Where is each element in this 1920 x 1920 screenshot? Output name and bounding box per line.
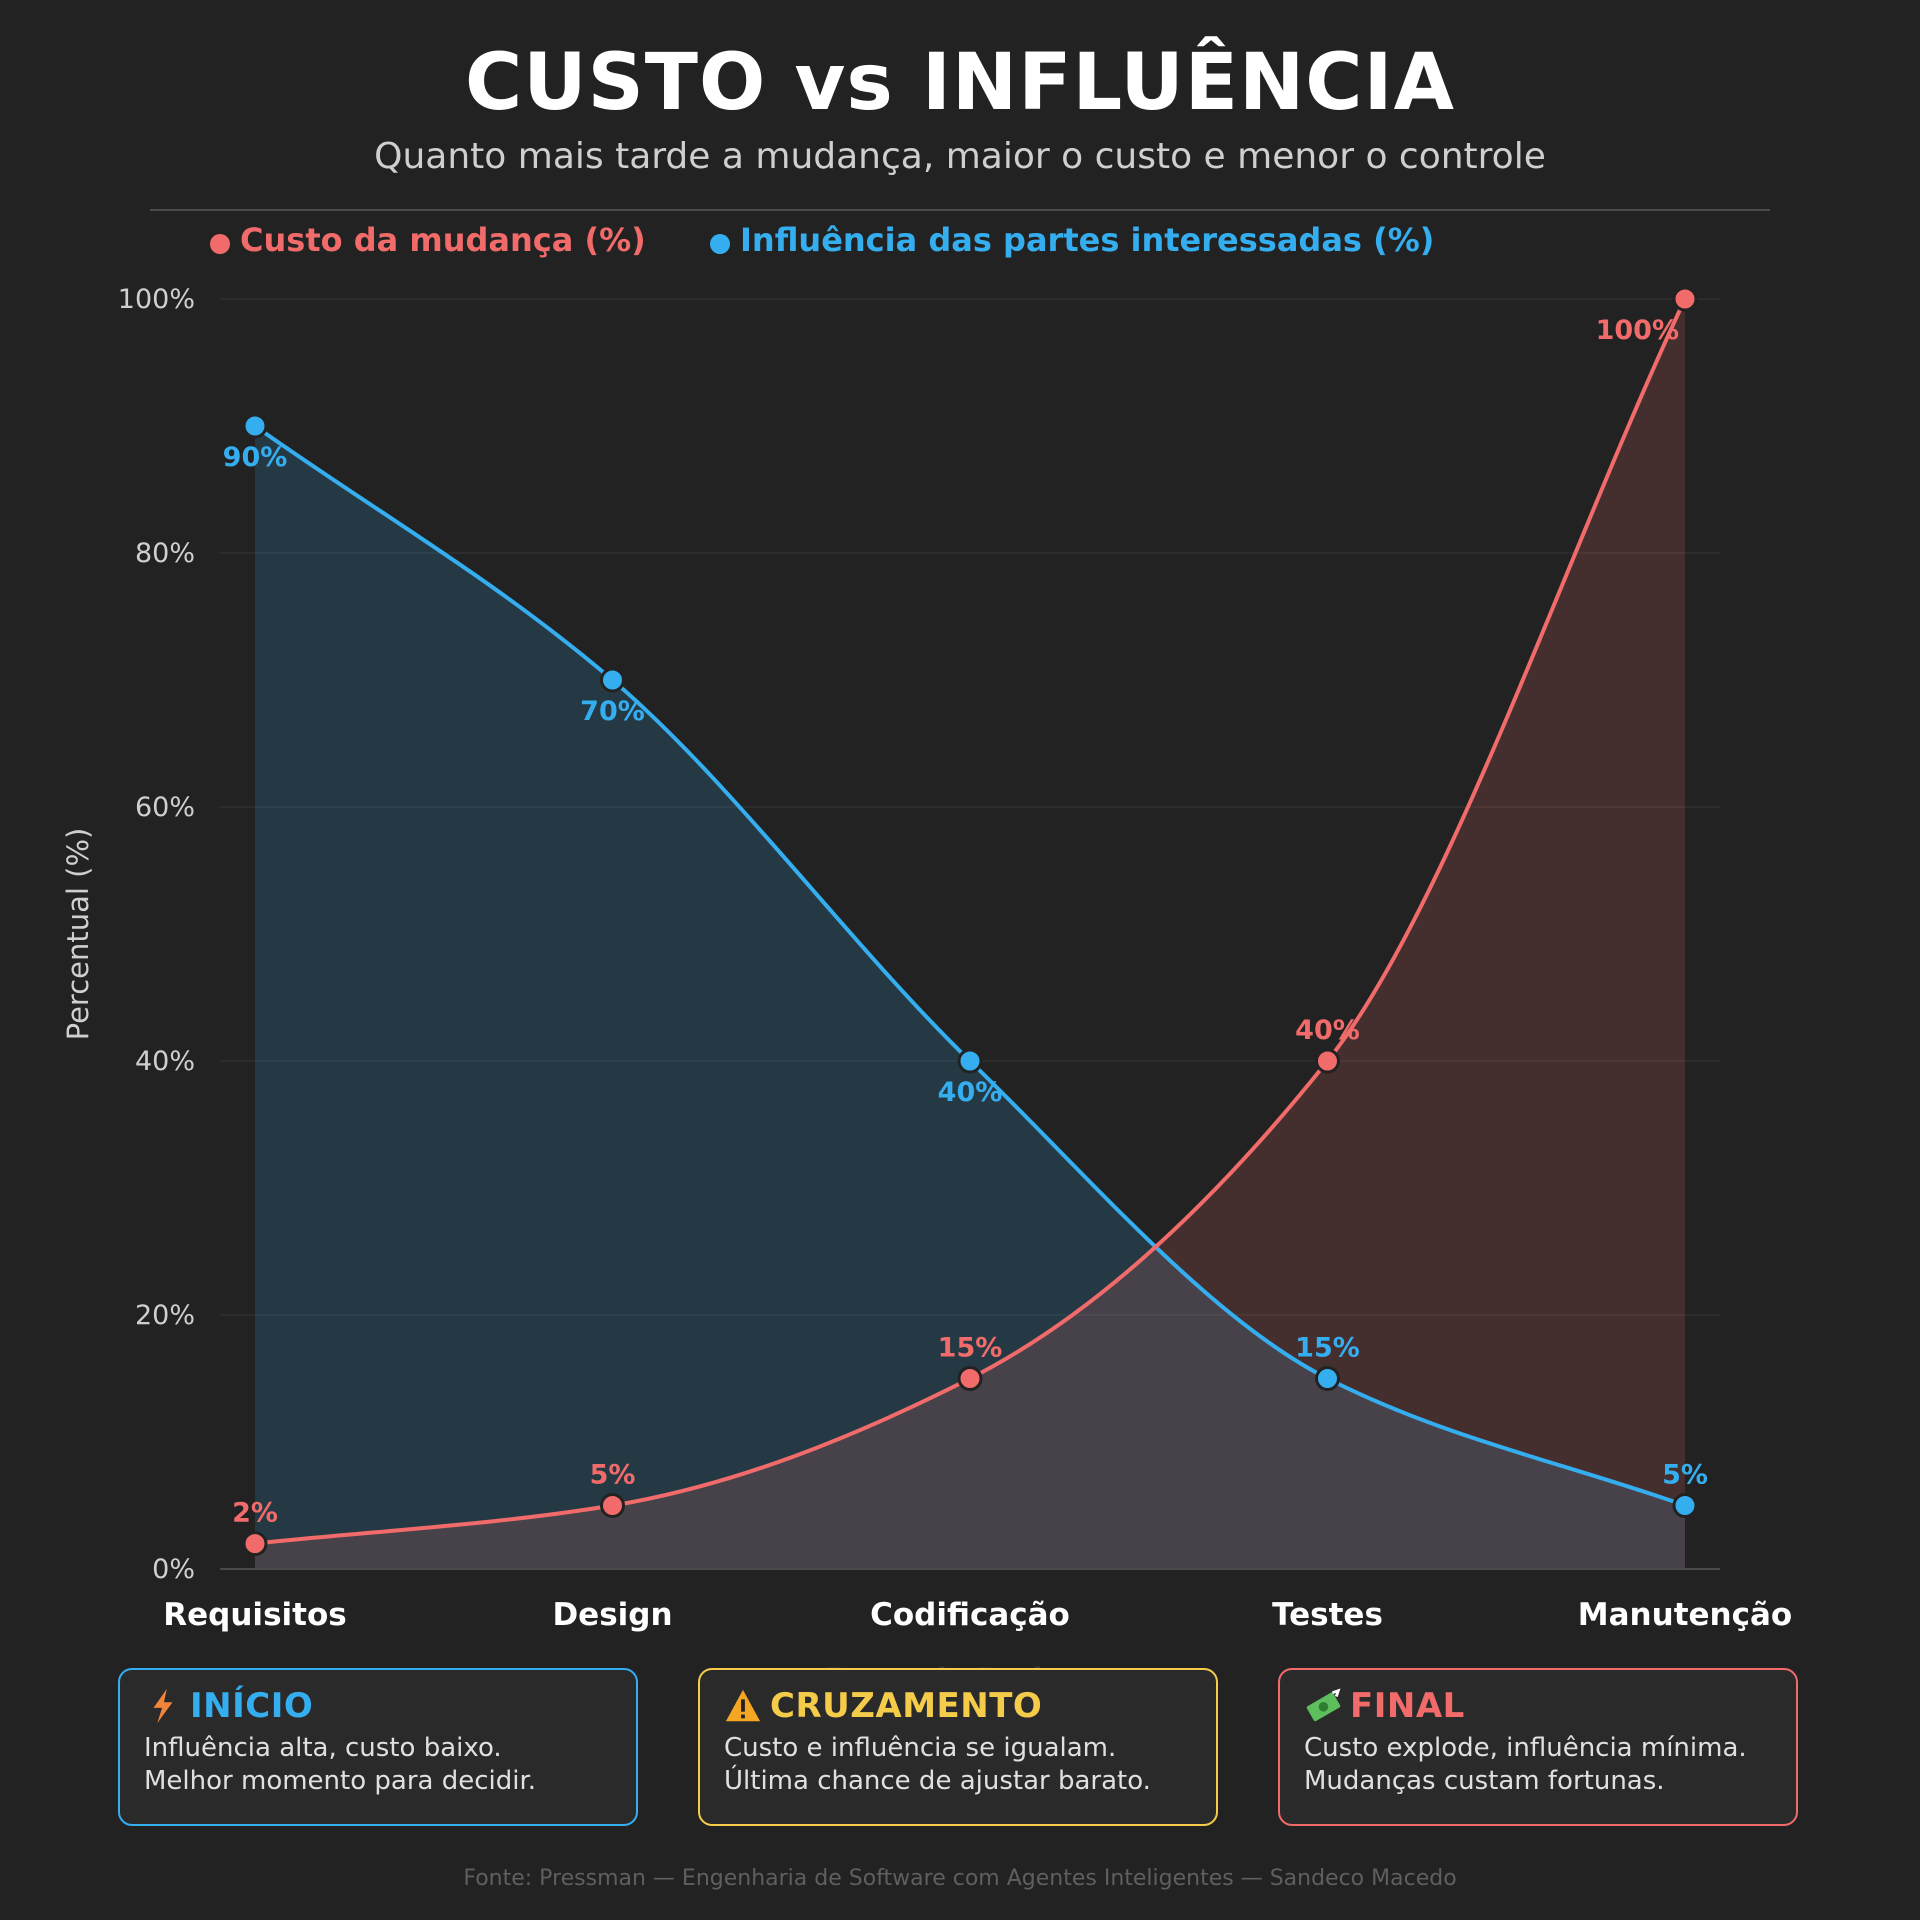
data-label: 100% <box>1596 315 1679 346</box>
data-point <box>600 667 625 693</box>
x-tick-label: Manutenção <box>1578 1597 1792 1633</box>
series-area <box>255 299 1685 1569</box>
header-divider <box>150 209 1770 211</box>
x-tick-label: Testes <box>1272 1597 1383 1633</box>
y-tick-label: 100% <box>118 284 195 315</box>
legend-marker <box>210 234 230 254</box>
y-tick-label: 80% <box>135 538 195 569</box>
card-inicio: INÍCIO Influência alta, custo baixo. Mel… <box>118 1668 638 1826</box>
data-label: 15% <box>1295 1333 1360 1364</box>
data-labels: 2% 5% 15% 40% 100% 90% 70% 40% 15% 5% <box>223 315 1708 1529</box>
insight-cards: INÍCIO Influência alta, custo baixo. Mel… <box>118 1668 1802 1830</box>
card-text: Custo explode, influência mínima. Mudanç… <box>1304 1732 1772 1798</box>
card-line: Mudanças custam fortunas. <box>1304 1766 1665 1796</box>
series-area <box>255 426 1685 1569</box>
data-label: 70% <box>580 696 645 727</box>
card-line: Influência alta, custo baixo. <box>144 1733 502 1763</box>
x-tick-label: Requisitos <box>163 1597 346 1633</box>
data-point <box>1315 1048 1340 1074</box>
series-line <box>254 298 1687 1546</box>
data-point <box>1672 286 1698 312</box>
legend-label: Custo da mudança (%) <box>240 221 646 259</box>
data-points <box>242 286 1698 1557</box>
y-tick-label: 40% <box>135 1046 195 1077</box>
warning-icon <box>725 1689 761 1722</box>
page-subtitle: Quanto mais tarde a mudança, maior o cus… <box>374 136 1546 177</box>
card-text: Influência alta, custo baixo. Melhor mom… <box>144 1732 612 1798</box>
area-fills <box>255 299 1685 1569</box>
data-point <box>242 1531 268 1557</box>
y-tick-label: 0% <box>152 1554 195 1585</box>
source-footer: Fonte: Pressman — Engenharia de Software… <box>463 1866 1457 1891</box>
data-label: 15% <box>938 1333 1003 1364</box>
legend-label: Influência das partes interessadas (%) <box>740 221 1434 259</box>
card-title: FINAL <box>1350 1686 1465 1726</box>
data-point <box>1672 1493 1698 1518</box>
y-axis-title: Percentual (%) <box>61 828 95 1041</box>
card-title: CRUZAMENTO <box>770 1686 1043 1726</box>
line-chart: 0% 20% 40% 60% 80% 100% Requisitos Design Codifi… <box>61 221 1792 1696</box>
data-point <box>242 413 268 439</box>
lightning-icon <box>153 1688 173 1724</box>
card-text: Custo e influência se igualam. Última ch… <box>724 1732 1192 1798</box>
data-point <box>1315 1366 1340 1391</box>
data-label: 5% <box>1662 1460 1708 1491</box>
chart-legend: Custo da mudança (%) Influência das parte… <box>210 221 1434 259</box>
legend-marker <box>710 234 730 254</box>
axes: 0% 20% 40% 60% 80% 100% Requisitos Design Codifi… <box>61 284 1792 1696</box>
data-label: 90% <box>223 442 288 473</box>
data-label: 5% <box>590 1460 636 1491</box>
money-icon <box>1306 1688 1341 1722</box>
card-title: INÍCIO <box>190 1686 314 1726</box>
card-line: Melhor momento para decidir. <box>144 1766 537 1796</box>
data-point <box>957 1048 983 1074</box>
x-tick-label: Design <box>552 1597 672 1633</box>
card-cruzamento: CRUZAMENTO Custo e influência se igualam… <box>698 1668 1218 1826</box>
card-line: Custo e influência se igualam. <box>724 1733 1117 1763</box>
page-title: CUSTO vs INFLUÊNCIA <box>465 38 1455 128</box>
data-point <box>600 1493 625 1518</box>
card-line: Custo explode, influência mínima. <box>1304 1733 1747 1763</box>
data-label: 40% <box>1295 1015 1360 1046</box>
data-label: 40% <box>938 1077 1003 1108</box>
card-final: FINAL Custo explode, influência mínima. … <box>1278 1668 1798 1826</box>
data-label: 2% <box>232 1498 278 1529</box>
data-point <box>957 1366 983 1391</box>
y-tick-label: 60% <box>135 792 195 823</box>
x-tick-label: Codificação <box>870 1597 1070 1633</box>
y-tick-label: 20% <box>135 1300 195 1331</box>
card-line: Última chance de ajustar barato. <box>724 1766 1151 1796</box>
